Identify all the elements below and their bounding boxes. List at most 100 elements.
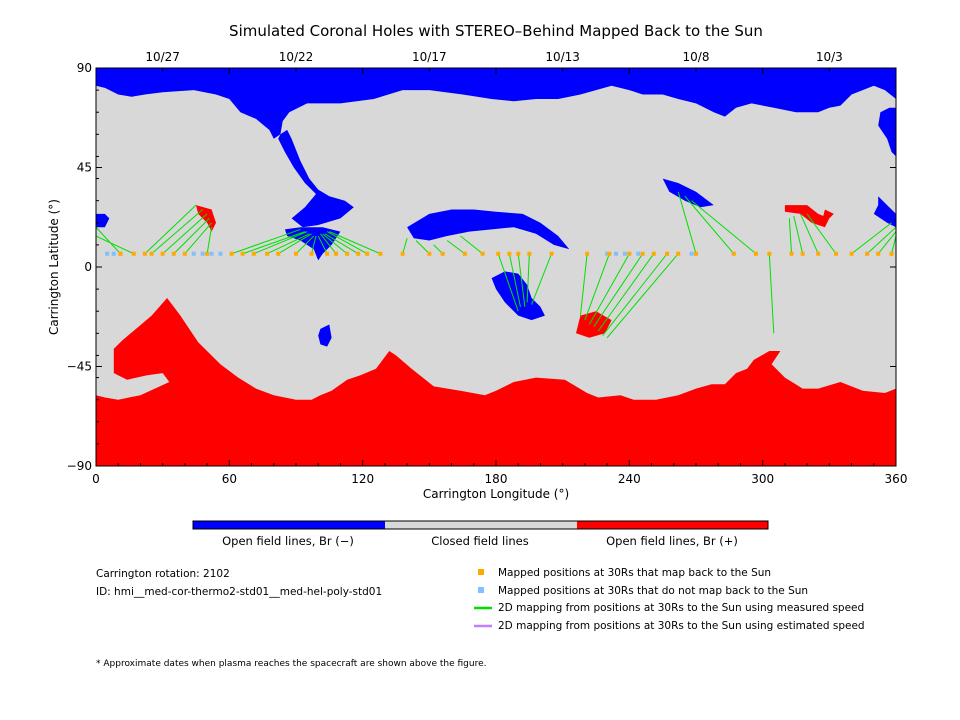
footpoint-mapped-7 [205,251,210,256]
footpoint-mapped-35 [651,251,656,256]
region-negative-left-edge [96,213,110,228]
footpoint-mapped-8 [229,251,234,256]
chart-title: Simulated Coronal Holes with STEREO–Behi… [229,22,763,40]
footpoint-mapped-17 [345,251,350,256]
footpoint-mapped-16 [334,251,338,256]
footpoint-mapped-26 [496,251,501,256]
footpoint-mapped-22 [427,251,432,256]
colorbar-label-positive: Open field lines, Br (+) [606,534,738,548]
mapping-line-28 [517,253,526,307]
y-tick-label-90: 90 [77,61,92,75]
footpoint-mapped-48 [876,251,881,256]
footpoint-mapped-14 [309,251,314,256]
mapping-line-35 [597,253,655,332]
legend-label-mapped: Mapped positions at 30Rs that map back t… [498,567,771,579]
mapping-line-42 [788,218,793,254]
footpoint-mapped-20 [378,251,383,256]
footpoint-mapped-49 [889,251,894,256]
footnote: * Approximate dates when plasma reaches … [96,659,487,669]
colorbar-closed [385,521,577,529]
carrington-rotation: Carrington rotation: 2102 [96,568,230,580]
x-tick-label-360: 360 [885,472,908,486]
legend-label-measured: 2D mapping from positions at 30Rs to the… [498,602,864,614]
region-negative-right-edge-mid [873,196,896,228]
mapping-line-5 [173,218,210,255]
mapping-line-45 [806,213,837,255]
footpoint-mapped-2 [142,251,147,256]
x-tick-label-60: 60 [222,472,237,486]
mapping-line-26 [497,253,519,312]
footpoint-not-mapped-4 [200,251,205,256]
x-axis-label: Carrington Longitude (°) [423,487,569,501]
mapping-line-44 [799,213,819,254]
top-date-label: 10/3 [816,50,843,64]
mapping-line-2 [144,204,197,255]
x-tick-label-180: 180 [485,472,508,486]
footpoint-not-mapped-3 [191,251,196,256]
x-tick-label-300: 300 [751,472,774,486]
footpoint-mapped-46 [849,251,854,256]
footpoint-mapped-30 [549,251,554,256]
region-positive-ne [784,205,830,228]
colorbar-frame [192,520,769,530]
region-negative-polar-north [96,68,896,139]
region-negative-n-spine [278,129,354,228]
legend-label-not-mapped: Mapped positions at 30Rs that do not map… [498,585,808,597]
footpoint-not-mapped-7 [605,251,610,256]
footpoint-mapped-34 [640,251,645,256]
mapping-line-10 [253,231,308,255]
footpoint-mapped-42 [789,251,794,256]
footpoint-mapped-5 [171,251,176,256]
mapping-line-39 [684,195,735,255]
footpoint-mapped-11 [265,251,270,256]
region-negative-right-edge-upper [878,107,896,157]
colorbar-negative [193,521,385,529]
mapping-line-41 [768,253,775,334]
footpoint-mapped-10 [251,251,256,256]
legend-marker-mapped [478,569,484,575]
footpoints [105,251,894,256]
y-tick-label--90: −90 [67,459,92,473]
mapping-line-8 [231,228,301,255]
top-date-label: 10/27 [145,50,180,64]
mapping-line-38 [677,191,697,254]
mapping-line-6 [184,222,212,255]
x-tick-label-240: 240 [618,472,641,486]
footpoint-not-mapped-6 [218,251,223,256]
mapping-line-24 [446,240,466,255]
mapping-line-21 [402,238,408,254]
y-tick-label-45: 45 [77,161,92,175]
mapping-line-37 [606,253,679,339]
mapping-line-29 [526,253,530,303]
footpoint-mapped-9 [240,251,245,256]
footpoint-not-mapped-1 [111,251,116,256]
footpoint-not-mapped-0 [105,251,110,256]
mapping-line-49 [891,235,896,254]
footpoint-mapped-36 [665,251,670,256]
y-tick-label--45: −45 [67,360,92,374]
colorbar: Open field lines, Br (−) Closed field li… [192,520,769,548]
region-positive-sw [576,311,612,338]
region-positive-polar-south [96,298,896,466]
mapping-line-30 [531,253,553,305]
mapping-line-7 [206,227,213,254]
region-negative-268 [662,178,714,208]
footpoint-mapped-19 [365,251,370,256]
mapping-line-40 [691,200,757,255]
footpoint-mapped-27 [507,251,512,256]
footpoint-mapped-32 [607,251,612,256]
mapping-line-13 [295,235,315,255]
region-negative-s-blob [318,324,332,347]
footpoint-mapped-40 [754,251,758,256]
footpoint-not-mapped-9 [622,251,627,256]
axes: 0 60 120 180 240 300 360 −90 −45 0 45 90 10/27 10/22 1… [67,50,908,486]
top-date-label: 10/17 [412,50,447,64]
mapping-line-3 [151,209,203,255]
footpoint-mapped-18 [356,251,361,256]
footpoint-mapped-21 [400,251,405,256]
mapping-line-19 [326,231,368,255]
mapping-line-36 [602,253,668,336]
footpoint-mapped-44 [816,251,821,256]
y-tick-label-0: 0 [84,260,92,274]
